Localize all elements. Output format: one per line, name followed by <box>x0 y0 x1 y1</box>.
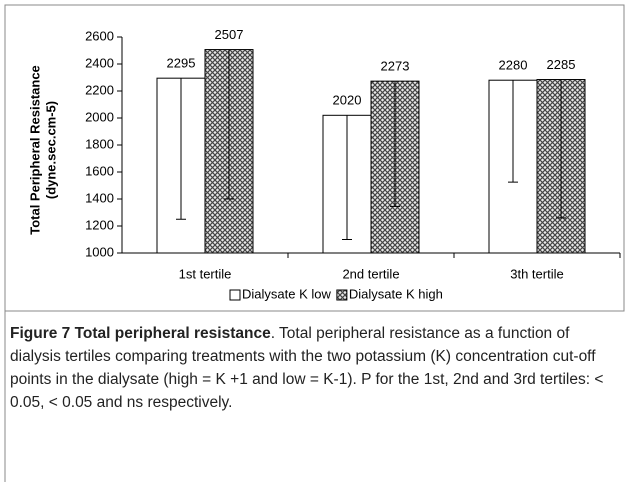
legend-label: Dialysate K low <box>242 286 331 301</box>
y-tick-label: 1200 <box>85 217 114 232</box>
x-tick-label: 2nd tertile <box>342 266 399 281</box>
value-label: 2285 <box>547 57 576 72</box>
y-axis-label: Total Peripheral Resistance <box>27 65 42 235</box>
x-tick-label: 1st tertile <box>179 266 232 281</box>
y-axis-label: (dyne.sec.cm-5) <box>43 101 58 199</box>
legend-label: Dialysate K high <box>349 286 443 301</box>
legend-swatch <box>336 289 348 301</box>
caption: Figure 7 Total peripheral resistance. To… <box>10 322 618 414</box>
caption-text: . Total peripheral resistance as a funct… <box>10 325 604 411</box>
y-tick-label: 2600 <box>85 28 114 43</box>
chart-frame <box>4 4 625 312</box>
caption-label: Figure 7 Total peripheral resistance <box>10 325 271 342</box>
legend-swatch <box>229 289 241 301</box>
value-label: 2280 <box>499 58 528 73</box>
y-tick-label: 1600 <box>85 163 114 178</box>
value-label: 2273 <box>381 59 410 74</box>
y-tick-label: 2000 <box>85 109 114 124</box>
value-label: 2507 <box>215 27 244 42</box>
y-tick-label: 1000 <box>85 244 114 259</box>
value-label: 2020 <box>333 93 362 108</box>
value-label: 2295 <box>167 56 196 71</box>
y-tick-label: 2400 <box>85 55 114 70</box>
y-tick-label: 1400 <box>85 190 114 205</box>
y-tick-label: 2200 <box>85 82 114 97</box>
y-tick-label: 1800 <box>85 136 114 151</box>
x-tick-label: 3th tertile <box>510 266 563 281</box>
